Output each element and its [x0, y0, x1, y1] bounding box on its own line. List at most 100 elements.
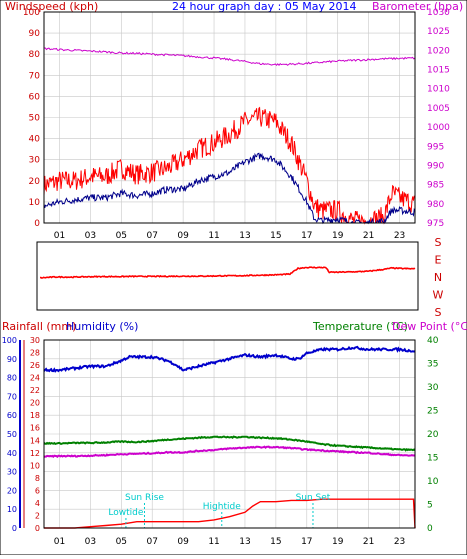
barometer-tick: 1000	[427, 123, 450, 133]
windspeed-tick: 10	[29, 198, 41, 208]
rainfall-axis-label: Rainfall (mm)	[2, 320, 76, 333]
windspeed-tick: 100	[23, 8, 40, 18]
compass-label-s: S	[435, 236, 442, 249]
windspeed-tick: 80	[29, 50, 41, 60]
rainfall-tick: 20	[30, 399, 40, 408]
rain-hour-tick: 03	[85, 537, 96, 547]
humidity-tick: 20	[7, 486, 17, 495]
barometer-tick: 985	[427, 181, 444, 191]
wind-hour-tick: 23	[394, 231, 405, 241]
wind-grid	[44, 11, 415, 224]
compass-label-e: E	[435, 254, 442, 267]
humidity-line	[43, 345, 416, 373]
windspeed-tick-labels: 0 10 20 30 40 50 60 70 80 90 100	[23, 8, 40, 229]
annotation-label: Lowtide	[108, 508, 143, 518]
windspeed-tick: 50	[29, 114, 41, 124]
temperature-tick: 25	[427, 407, 438, 417]
barometer-tick: 1010	[427, 85, 450, 95]
rain-humidity-temperature-panel: Rainfall (mm) Humidity (%) Temperature (…	[2, 320, 467, 547]
humidity-tick: 60	[7, 411, 17, 420]
wind-hour-tick: 01	[54, 231, 65, 241]
wind-hour-tick: 03	[85, 231, 96, 241]
wind-hour-tick: 09	[177, 231, 189, 241]
rainfall-tick: 24	[30, 374, 40, 383]
annotation-label: Hightide	[203, 502, 241, 512]
humidity-tick: 100	[2, 336, 17, 345]
wind-direction-line	[40, 266, 416, 279]
temperature-axis-label: Temperature (°C)	[312, 320, 408, 333]
chart-title: 24 hour graph day : 05 May 2014	[172, 0, 357, 13]
compass-label-w: W	[433, 289, 444, 302]
humidity-tick: 70	[7, 392, 17, 401]
humidity-tick: 50	[7, 430, 17, 439]
rainfall-tick: 10	[30, 461, 40, 470]
rain-hour-tick: 09	[177, 537, 189, 547]
humidity-tick: 80	[7, 374, 17, 383]
rainfall-tick: 0	[35, 524, 40, 533]
barometer-axis-label: Barometer (hpa)	[372, 0, 463, 13]
temperature-tick: 40	[427, 336, 439, 346]
barometer-tick: 1020	[427, 46, 450, 56]
barometer-tick: 990	[427, 161, 444, 171]
wind-hour-tick-labels: 01 03 05 07 09 11 13 15 17 19 21 23	[54, 231, 406, 241]
humidity-tick: 90	[7, 355, 17, 364]
barometer-tick: 1015	[427, 66, 450, 76]
rain-hour-tick-labels: 01 03 05 07 09 11 13 15 17 19 21 23	[54, 537, 406, 547]
rainfall-tick: 8	[35, 474, 40, 483]
tide-sun-annotations: Lowtide Sun Rise Hightide Sun Set	[108, 493, 331, 528]
barometer-tick: 1005	[427, 104, 450, 114]
rainfall-tick: 2	[35, 511, 40, 520]
rain-plot-frame	[43, 339, 416, 529]
temperature-tick: 0	[427, 524, 433, 534]
rainfall-tick: 18	[30, 411, 40, 420]
barometer-tick-labels: 975 980 985 990 995 1000 1005 1010 1015 1020 1025 1…	[427, 8, 450, 229]
barometer-line	[43, 47, 416, 67]
rainfall-tick: 16	[30, 424, 40, 433]
rain-hour-tick: 19	[332, 537, 344, 547]
rainfall-tick: 6	[35, 486, 40, 495]
compass-label-n: N	[434, 271, 442, 284]
humidity-axis-label: Humidity (%)	[66, 320, 138, 333]
rain-hour-tick: 11	[208, 537, 219, 547]
rainfall-tick: 14	[30, 436, 40, 445]
wind-hour-tick: 17	[301, 231, 312, 241]
rain-hour-tick: 15	[270, 537, 281, 547]
temperature-tick: 35	[427, 360, 438, 370]
wind-hour-tick: 15	[270, 231, 281, 241]
rain-series-group	[43, 345, 416, 529]
windspeed-tick: 60	[29, 92, 41, 102]
windspeed-tick: 30	[29, 156, 41, 166]
humidity-tick: 40	[7, 449, 17, 458]
temperature-tick: 5	[427, 501, 433, 511]
windspeed-axis-label: Windspeed (kph)	[5, 0, 98, 13]
dewpoint-line	[43, 445, 416, 459]
annotation-label: Sun Set	[296, 493, 331, 503]
wind-hour-tick: 19	[332, 231, 344, 241]
rainfall-tick: 12	[30, 449, 40, 458]
rainfall-tick: 22	[30, 386, 40, 395]
temperature-tick: 30	[427, 383, 439, 393]
humidity-tick: 10	[7, 505, 17, 514]
rainfall-line	[44, 498, 416, 529]
windspeed-tick: 70	[29, 71, 41, 81]
windspeed-tick: 20	[29, 177, 41, 187]
temperature-tick: 10	[427, 477, 439, 487]
rain-hour-tick: 23	[394, 537, 405, 547]
windspeed-tick: 90	[29, 29, 41, 39]
barometer-tick: 1030	[427, 8, 450, 18]
humidity-tick: 0	[12, 524, 17, 533]
temperature-tick: 20	[427, 430, 439, 440]
wind-pressure-panel: Windspeed (kph) 24 hour graph day : 05 M…	[5, 0, 463, 241]
rain-hour-tick: 07	[146, 537, 157, 547]
windspeed-tick: 0	[34, 219, 40, 229]
barometer-tick: 975	[427, 219, 444, 229]
rain-hour-tick: 01	[54, 537, 65, 547]
annotation-label: Sun Rise	[125, 493, 164, 503]
humidity-tick: 30	[7, 468, 17, 477]
barometer-tick: 980	[427, 200, 444, 210]
rainfall-tick: 4	[35, 499, 40, 508]
